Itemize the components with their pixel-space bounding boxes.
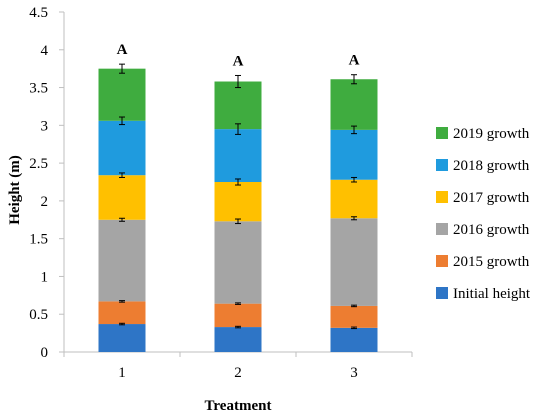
y-tick-label: 3.5 xyxy=(29,81,48,97)
bar-segment xyxy=(330,327,378,352)
bar-segment xyxy=(330,179,378,219)
bar-segment xyxy=(98,301,146,325)
y-axis-title: Height (m) xyxy=(7,155,23,225)
legend: 2019 growth 2018 growth 2017 growth 2016 gr… xyxy=(436,126,531,302)
bar-segment xyxy=(214,81,262,130)
significance-label: A xyxy=(233,53,244,69)
y-tick-label: 4 xyxy=(41,43,49,59)
legend-label: 2019 growth xyxy=(453,126,530,142)
bar-segment xyxy=(214,182,262,222)
bar-segment xyxy=(330,79,378,130)
bar-segment xyxy=(330,218,378,306)
bars xyxy=(98,63,378,352)
y-tick-label: 0 xyxy=(41,345,49,361)
y-tick-label: 4.5 xyxy=(29,5,48,21)
significance-label: A xyxy=(349,53,360,69)
y-tick-label: 2 xyxy=(41,194,49,210)
legend-label: Initial height xyxy=(453,286,531,302)
legend-label: 2017 growth xyxy=(453,190,530,206)
bar-segment xyxy=(98,175,146,220)
legend-label: 2016 growth xyxy=(453,222,530,238)
legend-swatch xyxy=(436,191,448,203)
bar-segment xyxy=(214,221,262,304)
legend-label: 2018 growth xyxy=(453,158,530,174)
legend-swatch xyxy=(436,127,448,139)
y-axis: 0 0.5 1 1.5 2 2.5 3 3.5 4 4.5 xyxy=(29,5,65,361)
y-tick-label: 0.5 xyxy=(29,307,48,323)
y-tick-label: 1.5 xyxy=(29,232,48,248)
x-tick-label: 1 xyxy=(118,365,126,381)
x-tick-label: 3 xyxy=(350,365,358,381)
significance-labels: AA A xyxy=(117,42,360,69)
legend-swatch xyxy=(436,255,448,267)
legend-label: 2015 growth xyxy=(453,254,530,270)
bar-segment xyxy=(214,327,262,352)
bar-segment xyxy=(330,129,378,180)
bar-segment xyxy=(98,68,146,121)
legend-swatch xyxy=(436,287,448,299)
x-tick-label: 2 xyxy=(234,365,242,381)
y-tick-label: 3 xyxy=(41,118,49,134)
y-tick-label: 1 xyxy=(41,269,49,285)
bar-segment xyxy=(98,120,146,176)
bar-segment xyxy=(214,303,262,328)
x-axis: 1 2 3 xyxy=(63,351,413,381)
y-tick-label: 2.5 xyxy=(29,156,48,172)
bar-segment xyxy=(98,324,146,352)
legend-swatch xyxy=(436,223,448,235)
x-axis-title: Treatment xyxy=(205,398,272,414)
significance-label: A xyxy=(117,42,128,58)
legend-swatch xyxy=(436,159,448,171)
bar-segment xyxy=(330,305,378,328)
bar-segment xyxy=(98,219,146,302)
bar-segment xyxy=(214,129,262,182)
